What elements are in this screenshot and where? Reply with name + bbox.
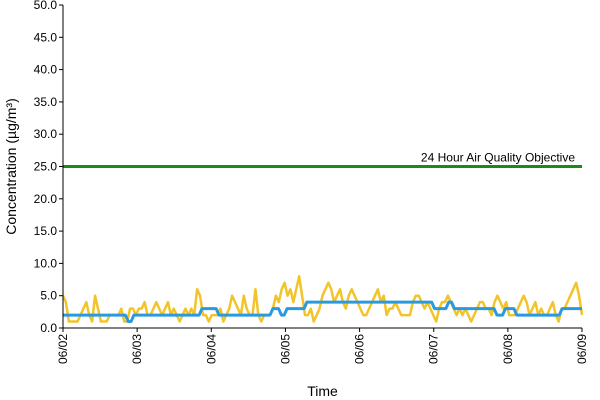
- x-axis-title: Time: [307, 383, 338, 399]
- plot-area: 24 Hour Air Quality Objective: [61, 151, 584, 324]
- y-tick-label: 0.0: [40, 321, 57, 335]
- x-tick-label: 06/09: [575, 334, 589, 364]
- y-tick-label: 5.0: [40, 289, 57, 303]
- x-tick-label: 06/04: [204, 334, 218, 364]
- y-tick-label: 40.0: [34, 63, 58, 77]
- y-tick-label: 15.0: [34, 224, 58, 238]
- x-tick-label: 06/06: [353, 334, 367, 364]
- y-tick-label: 30.0: [34, 127, 58, 141]
- rolling-average-series-line: [63, 300, 582, 324]
- y-tick-label: 10.0: [34, 256, 58, 270]
- y-tick-label: 20.0: [34, 192, 58, 206]
- x-axis-ticks: 06/02 06/03 06/04 06/05 06/06 06/07 06/08 06/09: [56, 328, 589, 364]
- x-tick-label: 06/08: [501, 334, 515, 364]
- x-tick-label: 06/05: [278, 334, 292, 364]
- x-tick-label: 06/07: [427, 334, 441, 364]
- objective-label: 24 Hour Air Quality Objective: [421, 151, 575, 165]
- y-tick-label: 35.0: [34, 95, 58, 109]
- y-tick-label: 45.0: [34, 30, 58, 44]
- y-axis-title: Concentration (µg/m³): [3, 98, 19, 234]
- y-tick-label: 25.0: [34, 160, 58, 174]
- y-tick-label: 50.0: [34, 0, 58, 12]
- y-axis-ticks: 0.0 5.0 10.0 15.0 20.0 25.0 30.0 35.0 40.0 45.0 50…: [34, 0, 63, 335]
- x-tick-label: 06/02: [56, 334, 70, 364]
- x-tick-label: 06/03: [130, 334, 144, 364]
